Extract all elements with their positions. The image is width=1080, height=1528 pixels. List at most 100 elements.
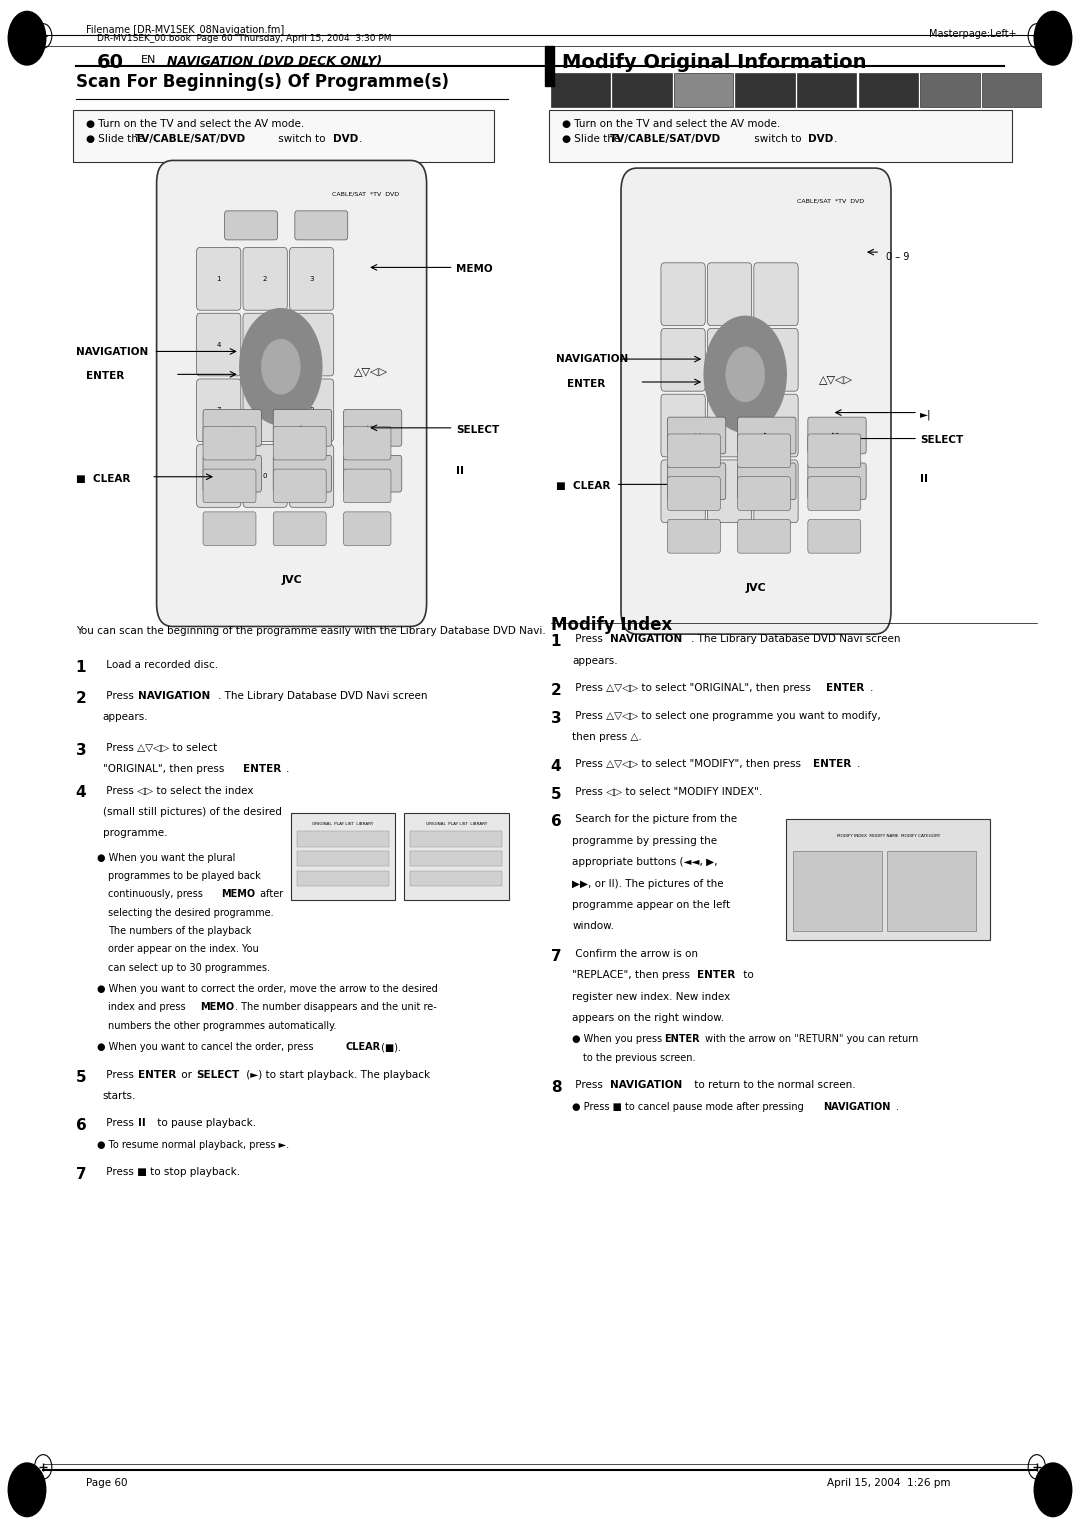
Text: 2: 2 [551,683,562,698]
Text: ● When you press: ● When you press [572,1034,665,1045]
Text: II: II [138,1118,146,1129]
Text: RW: RW [697,93,711,102]
FancyBboxPatch shape [738,520,791,553]
Text: ● When you want the plural: ● When you want the plural [97,853,235,863]
Bar [297,851,389,866]
Text: The numbers of the playback: The numbers of the playback [108,926,252,937]
FancyBboxPatch shape [551,73,610,107]
Text: ◄◄: ◄◄ [691,432,702,439]
FancyBboxPatch shape [667,463,726,500]
Text: 5: 5 [76,1070,86,1085]
Text: ENTER: ENTER [567,379,605,390]
Text: X: X [216,474,221,478]
FancyBboxPatch shape [289,248,334,310]
FancyBboxPatch shape [197,313,241,376]
Text: then press △.: then press △. [572,732,643,743]
Text: ● Turn on the TV and select the AV mode.: ● Turn on the TV and select the AV mode. [86,119,305,130]
Text: April 15, 2004  1:26 pm: April 15, 2004 1:26 pm [827,1478,950,1488]
Text: or: or [178,1070,195,1080]
Text: MEMO: MEMO [456,264,492,275]
FancyBboxPatch shape [203,426,256,460]
Text: MEMO: MEMO [200,1002,234,1013]
FancyBboxPatch shape [343,410,402,446]
FancyBboxPatch shape [808,417,866,454]
Text: with the arrow on "RETURN" you can return: with the arrow on "RETURN" you can retur… [702,1034,918,1045]
FancyBboxPatch shape [888,851,976,931]
FancyBboxPatch shape [203,410,261,446]
Text: II: II [920,474,928,484]
FancyBboxPatch shape [273,426,326,460]
Text: ORIGINAL  PLAY LIST  LIBRARY: ORIGINAL PLAY LIST LIBRARY [426,822,487,827]
Text: MEMO: MEMO [221,889,256,900]
FancyBboxPatch shape [707,329,752,391]
FancyBboxPatch shape [661,394,705,457]
Text: to pause playback.: to pause playback. [154,1118,257,1129]
Text: .: . [359,134,362,145]
Text: 5: 5 [262,342,268,347]
Text: to the previous screen.: to the previous screen. [583,1053,696,1063]
Text: 7: 7 [551,949,562,964]
FancyBboxPatch shape [661,263,705,325]
FancyBboxPatch shape [786,819,990,940]
FancyBboxPatch shape [667,434,720,468]
Text: .: . [856,759,860,770]
FancyBboxPatch shape [754,263,798,325]
Text: appears on the right window.: appears on the right window. [572,1013,725,1024]
Text: ENTER: ENTER [664,1034,700,1045]
Text: Press △▽◁▷ to select: Press △▽◁▷ to select [103,743,217,753]
FancyBboxPatch shape [920,73,980,107]
Text: Modify Original Information: Modify Original Information [562,53,866,72]
Text: VIDEO: VIDEO [752,93,779,102]
Bar [297,831,389,847]
FancyBboxPatch shape [808,463,866,500]
Text: NAVIGATION: NAVIGATION [610,634,683,645]
FancyBboxPatch shape [404,813,509,900]
Text: Press △▽◁▷ to select "MODIFY", then press: Press △▽◁▷ to select "MODIFY", then pres… [572,759,805,770]
Text: 3: 3 [76,743,86,758]
Bar [410,831,502,847]
Text: VCD: VCD [818,78,836,87]
FancyBboxPatch shape [621,168,891,634]
Text: DR-MV1SEK_00.book  Page 60  Thursday, April 15, 2004  3:30 PM: DR-MV1SEK_00.book Page 60 Thursday, Apri… [97,34,392,43]
FancyBboxPatch shape [343,469,391,503]
Text: .: . [834,134,837,145]
Text: Confirm the arrow is on: Confirm the arrow is on [572,949,699,960]
Text: TV/CABLE/SAT/DVD: TV/CABLE/SAT/DVD [610,134,721,145]
Text: ENTER: ENTER [138,1070,176,1080]
Text: R: R [639,93,645,102]
Text: Audio: Audio [876,78,901,87]
Text: switch to: switch to [275,134,329,145]
FancyBboxPatch shape [661,329,705,391]
Text: Press: Press [103,1118,137,1129]
FancyBboxPatch shape [754,394,798,457]
Text: 2: 2 [76,691,86,706]
Text: ENTER: ENTER [826,683,864,694]
FancyBboxPatch shape [808,520,861,553]
Text: CLEAR: CLEAR [346,1042,381,1053]
Text: DVD: DVD [333,134,357,145]
Text: ENTER: ENTER [243,764,281,775]
Text: 1: 1 [216,277,221,281]
Text: .: . [286,764,289,775]
FancyBboxPatch shape [243,445,287,507]
Text: Scan For Beginning(s) Of Programme(s): Scan For Beginning(s) Of Programme(s) [76,73,448,92]
FancyBboxPatch shape [707,394,752,457]
Text: Press: Press [103,1070,137,1080]
Circle shape [261,339,300,394]
FancyBboxPatch shape [738,417,796,454]
Text: II: II [456,466,463,477]
Text: ▶▶, or II). The pictures of the: ▶▶, or II). The pictures of the [572,879,724,889]
Text: NAVIGATION (DVD DECK ONLY): NAVIGATION (DVD DECK ONLY) [167,55,382,69]
FancyBboxPatch shape [197,248,241,310]
Text: appears.: appears. [572,656,618,666]
Text: NAVIGATION: NAVIGATION [556,354,629,365]
Text: CABLE/SAT  *TV  DVD: CABLE/SAT *TV DVD [333,191,400,196]
Text: 8: 8 [551,1080,562,1096]
Text: continuously, press: continuously, press [108,889,206,900]
Text: RAM: RAM [570,93,591,102]
Text: appears.: appears. [103,712,148,723]
Text: ● When you want to cancel the order, press: ● When you want to cancel the order, pre… [97,1042,316,1053]
FancyBboxPatch shape [73,110,494,162]
Text: appropriate buttons (◄◄, ▶,: appropriate buttons (◄◄, ▶, [572,857,718,868]
Text: 3: 3 [309,277,314,281]
